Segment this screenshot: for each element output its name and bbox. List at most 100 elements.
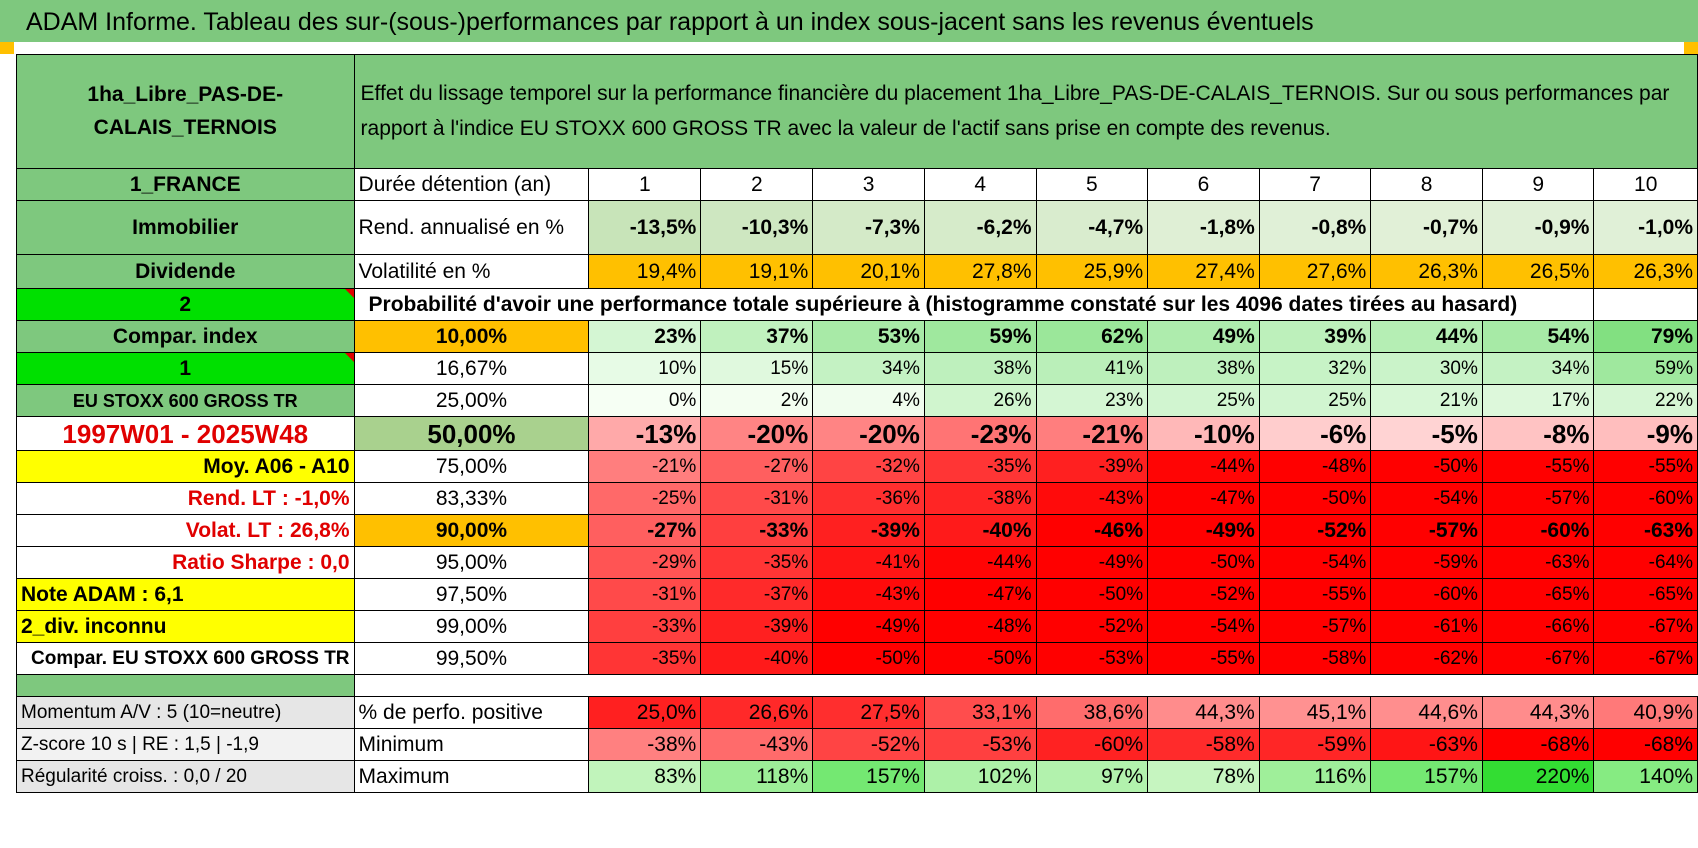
volatility-value: 19,1% bbox=[700, 254, 814, 289]
positive-performance-value: 26,6% bbox=[700, 696, 814, 729]
probability-value: -60% bbox=[1481, 514, 1595, 547]
maximum-value: 140% bbox=[1593, 760, 1698, 793]
probability-value: -9% bbox=[1593, 416, 1698, 451]
probability-value: -55% bbox=[1147, 642, 1260, 675]
probability-value: -61% bbox=[1370, 610, 1483, 643]
annualized-return-value: -0,9% bbox=[1481, 200, 1595, 255]
probability-threshold: 16,67% bbox=[353, 352, 590, 385]
probability-value: 59% bbox=[1593, 352, 1698, 385]
corner-marker-left bbox=[0, 42, 14, 54]
year-header: 4 bbox=[923, 168, 1037, 201]
positive-performance-value: 44,3% bbox=[1481, 696, 1595, 729]
empty-cell bbox=[1593, 288, 1698, 321]
year-header: 8 bbox=[1370, 168, 1483, 201]
minimum-value: -52% bbox=[812, 728, 925, 761]
probability-value: 15% bbox=[700, 352, 814, 385]
year-header: 7 bbox=[1258, 168, 1372, 201]
positive-performance-value: 33,1% bbox=[923, 696, 1037, 729]
maximum-label: Maximum bbox=[353, 760, 590, 793]
probability-value: -55% bbox=[1258, 578, 1372, 611]
year-header: 1 bbox=[588, 168, 702, 201]
probability-value: -44% bbox=[923, 546, 1037, 579]
year-header: 10 bbox=[1593, 168, 1698, 201]
type-label: Dividende bbox=[16, 254, 355, 289]
adam-score-label: Note ADAM : 6,1 bbox=[16, 578, 355, 611]
asset-name-cell: 1ha_Libre_PAS-DE-CALAIS_TERNOIS bbox=[16, 54, 355, 169]
probability-value: 79% bbox=[1593, 320, 1698, 353]
probability-value: 53% bbox=[812, 320, 925, 353]
probability-value: -67% bbox=[1593, 642, 1698, 675]
probability-value: -35% bbox=[588, 642, 702, 675]
probability-value: -59% bbox=[1370, 546, 1483, 579]
annualized-return-value: -7,3% bbox=[812, 200, 925, 255]
probability-value: 59% bbox=[923, 320, 1037, 353]
probability-value: 44% bbox=[1370, 320, 1483, 353]
volatility-value: 26,3% bbox=[1593, 254, 1698, 289]
probability-value: 39% bbox=[1258, 320, 1372, 353]
probability-value: -23% bbox=[923, 416, 1037, 451]
probability-threshold: 83,33% bbox=[353, 482, 590, 515]
annualized-return-value: -4,7% bbox=[1035, 200, 1149, 255]
year-header: 3 bbox=[812, 168, 925, 201]
probability-value: -31% bbox=[700, 482, 814, 515]
long-term-volatility-label: Volat. LT : 26,8% bbox=[16, 514, 355, 547]
probability-value: -63% bbox=[1481, 546, 1595, 579]
probability-value: 37% bbox=[700, 320, 814, 353]
annualized-return-value: -13,5% bbox=[588, 200, 702, 255]
probability-value: 2% bbox=[700, 384, 814, 417]
maximum-value: 116% bbox=[1258, 760, 1372, 793]
minimum-value: -43% bbox=[700, 728, 814, 761]
probability-value: -32% bbox=[812, 450, 925, 483]
volatility-value: 26,5% bbox=[1481, 254, 1595, 289]
comparison-label: Compar. EU STOXX 600 GROSS TR bbox=[16, 642, 355, 675]
probability-value: -25% bbox=[588, 482, 702, 515]
volatility-value: 27,8% bbox=[923, 254, 1037, 289]
year-header: 5 bbox=[1035, 168, 1149, 201]
probability-value: -41% bbox=[812, 546, 925, 579]
description-cell: Effet du lissage temporel sur la perform… bbox=[353, 54, 1698, 169]
probability-value: -48% bbox=[1258, 450, 1372, 483]
probability-value: -52% bbox=[1035, 610, 1149, 643]
probability-value: -52% bbox=[1147, 578, 1260, 611]
momentum-label: Momentum A/V : 5 (10=neutre) bbox=[16, 696, 355, 729]
maximum-value: 97% bbox=[1035, 760, 1149, 793]
probability-value: -54% bbox=[1147, 610, 1260, 643]
probability-value: -21% bbox=[588, 450, 702, 483]
probability-value: -43% bbox=[1035, 482, 1149, 515]
maximum-value: 83% bbox=[588, 760, 702, 793]
probability-value: -65% bbox=[1481, 578, 1595, 611]
volatility-value: 27,4% bbox=[1147, 254, 1260, 289]
dividend-status-label: 2_div. inconnu bbox=[16, 610, 355, 643]
probability-value: -50% bbox=[812, 642, 925, 675]
probability-value: 22% bbox=[1593, 384, 1698, 417]
report-title: ADAM Informe. Tableau des sur-(sous-)per… bbox=[0, 0, 1698, 42]
probability-value: -44% bbox=[1147, 450, 1260, 483]
probability-threshold: 97,50% bbox=[353, 578, 590, 611]
volatility-value: 25,9% bbox=[1035, 254, 1149, 289]
country-label: 1_FRANCE bbox=[16, 168, 355, 201]
maximum-value: 78% bbox=[1147, 760, 1260, 793]
minimum-label: Minimum bbox=[353, 728, 590, 761]
annualized-return-value: -1,8% bbox=[1147, 200, 1260, 255]
probability-value: -43% bbox=[812, 578, 925, 611]
maximum-value: 102% bbox=[923, 760, 1037, 793]
probability-value: -33% bbox=[700, 514, 814, 547]
probability-threshold: 99,50% bbox=[353, 642, 590, 675]
probability-value: -54% bbox=[1370, 482, 1483, 515]
positive-performance-value: 44,6% bbox=[1370, 696, 1483, 729]
selector-one: 1 bbox=[16, 352, 355, 385]
selector-two: 2 bbox=[16, 288, 355, 321]
probability-value: 34% bbox=[1481, 352, 1595, 385]
probability-value: -55% bbox=[1481, 450, 1595, 483]
minimum-value: -59% bbox=[1258, 728, 1372, 761]
probability-value: 38% bbox=[923, 352, 1037, 385]
probability-value: 41% bbox=[1035, 352, 1149, 385]
probability-value: 30% bbox=[1370, 352, 1483, 385]
maximum-value: 157% bbox=[812, 760, 925, 793]
probability-value: -57% bbox=[1258, 610, 1372, 643]
probability-value: 38% bbox=[1147, 352, 1260, 385]
performance-table: 1ha_Libre_PAS-DE-CALAIS_TERNOIS Effet du… bbox=[16, 54, 1698, 793]
probability-value: 32% bbox=[1258, 352, 1372, 385]
volatility-value: 27,6% bbox=[1258, 254, 1372, 289]
regularity-label: Régularité croiss. : 0,0 / 20 bbox=[16, 760, 355, 793]
